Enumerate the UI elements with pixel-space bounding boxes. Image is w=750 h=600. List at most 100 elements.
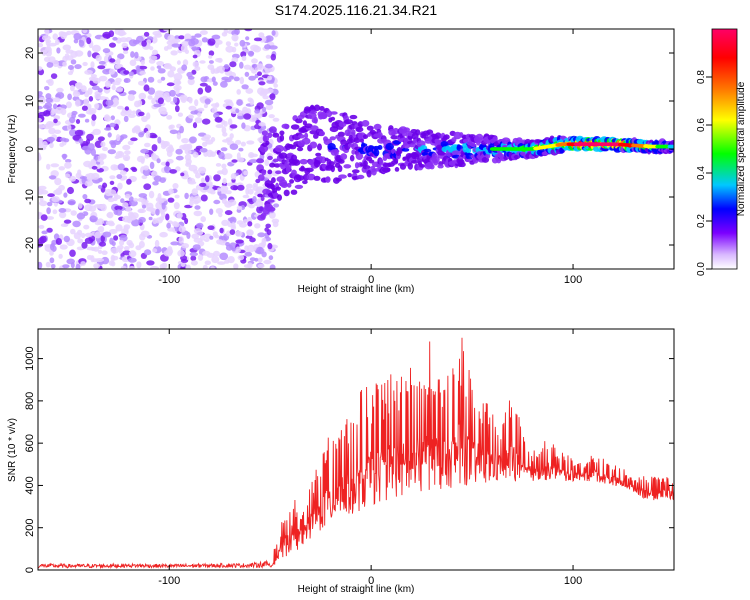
signal-blob bbox=[328, 161, 335, 166]
signal-blob bbox=[413, 151, 422, 158]
noise-blob bbox=[220, 81, 228, 88]
noise-blob bbox=[97, 226, 105, 233]
x-tick-label: 100 bbox=[564, 575, 582, 587]
noise-blob bbox=[257, 71, 262, 76]
noise-blob bbox=[221, 219, 230, 227]
noise-blob bbox=[211, 256, 220, 264]
signal-blob bbox=[318, 130, 325, 137]
noise-blob bbox=[227, 256, 235, 264]
signal-blob bbox=[267, 199, 275, 203]
noise-blob bbox=[197, 107, 205, 112]
y-tick-label: 800 bbox=[24, 392, 36, 410]
noise-blob bbox=[38, 66, 43, 71]
noise-blob bbox=[266, 79, 275, 84]
signal-blob bbox=[362, 134, 369, 140]
noise-blob bbox=[156, 158, 161, 164]
noise-blob bbox=[128, 39, 138, 47]
signal-blob bbox=[451, 150, 461, 157]
noise-blob bbox=[142, 204, 146, 209]
noise-blob bbox=[159, 208, 164, 215]
noise-blob bbox=[48, 56, 56, 63]
y-tick-label: -20 bbox=[24, 237, 36, 253]
noise-blob bbox=[75, 119, 81, 124]
noise-blob bbox=[175, 80, 182, 85]
noise-blob bbox=[204, 260, 211, 266]
noise-blob bbox=[189, 114, 194, 119]
noise-blob bbox=[107, 132, 112, 138]
signal-blob bbox=[307, 112, 317, 120]
noise-blob bbox=[267, 155, 273, 161]
noise-blob bbox=[265, 223, 272, 229]
noise-blob bbox=[74, 129, 84, 137]
noise-blob bbox=[83, 98, 89, 106]
y-tick-label: -10 bbox=[24, 189, 36, 205]
noise-blob bbox=[261, 240, 267, 247]
noise-blob bbox=[203, 238, 210, 242]
noise-blob bbox=[269, 93, 276, 101]
noise-blob bbox=[190, 260, 198, 266]
noise-blob bbox=[67, 71, 73, 76]
noise-blob bbox=[98, 96, 107, 101]
noise-blob bbox=[38, 153, 41, 161]
noise-blob bbox=[123, 115, 129, 123]
noise-blob bbox=[178, 225, 186, 233]
noise-blob bbox=[242, 219, 249, 223]
noise-blob bbox=[234, 29, 240, 35]
noise-blob bbox=[247, 221, 253, 227]
noise-blob bbox=[70, 228, 76, 235]
noise-blob bbox=[141, 175, 148, 180]
signal-blob bbox=[340, 153, 348, 160]
noise-blob bbox=[76, 212, 86, 220]
noise-blob bbox=[169, 129, 178, 135]
noise-blob bbox=[139, 70, 146, 75]
noise-blob bbox=[180, 44, 188, 53]
noise-blob bbox=[199, 82, 208, 87]
noise-blob bbox=[117, 53, 125, 60]
noise-blob bbox=[134, 51, 139, 59]
noise-blob bbox=[151, 97, 156, 105]
noise-blob bbox=[164, 165, 169, 171]
noise-blob bbox=[217, 261, 226, 265]
noise-blob bbox=[243, 113, 252, 120]
noise-blob bbox=[115, 224, 123, 232]
noise-blob bbox=[258, 122, 266, 127]
x-tick-label: 0 bbox=[368, 274, 374, 286]
noise-blob bbox=[77, 169, 82, 176]
noise-blob bbox=[269, 264, 276, 269]
noise-blob bbox=[138, 65, 148, 70]
signal-blob bbox=[401, 148, 410, 152]
noise-blob bbox=[222, 178, 227, 185]
noise-blob bbox=[140, 230, 150, 237]
noise-blob bbox=[67, 124, 72, 131]
noise-blob bbox=[236, 205, 243, 210]
x-tick-label: -100 bbox=[158, 575, 180, 587]
noise-blob bbox=[166, 222, 171, 229]
noise-blob bbox=[264, 159, 270, 167]
noise-blob bbox=[234, 42, 239, 47]
signal-blob bbox=[330, 116, 336, 121]
noise-blob bbox=[53, 97, 61, 103]
noise-blob bbox=[200, 216, 206, 223]
noise-blob bbox=[128, 90, 137, 96]
signal-blob bbox=[257, 193, 263, 198]
noise-blob bbox=[114, 205, 123, 211]
noise-blob bbox=[117, 182, 123, 190]
noise-blob bbox=[198, 166, 207, 174]
signal-blob bbox=[319, 156, 327, 164]
noise-blob bbox=[185, 264, 191, 269]
noise-blob bbox=[49, 243, 55, 251]
noise-blob bbox=[52, 33, 59, 40]
noise-blob bbox=[187, 78, 195, 86]
noise-blob bbox=[175, 148, 183, 155]
noise-blob bbox=[77, 238, 84, 244]
noise-blob bbox=[201, 177, 205, 184]
noise-blob bbox=[229, 61, 237, 68]
noise-blob bbox=[262, 106, 267, 112]
signal-blob bbox=[337, 165, 343, 173]
noise-blob bbox=[68, 175, 77, 182]
noise-blob bbox=[109, 175, 116, 180]
noise-blob bbox=[267, 75, 273, 81]
noise-blob bbox=[60, 223, 68, 227]
noise-blob bbox=[172, 183, 179, 189]
noise-blob bbox=[128, 266, 135, 269]
